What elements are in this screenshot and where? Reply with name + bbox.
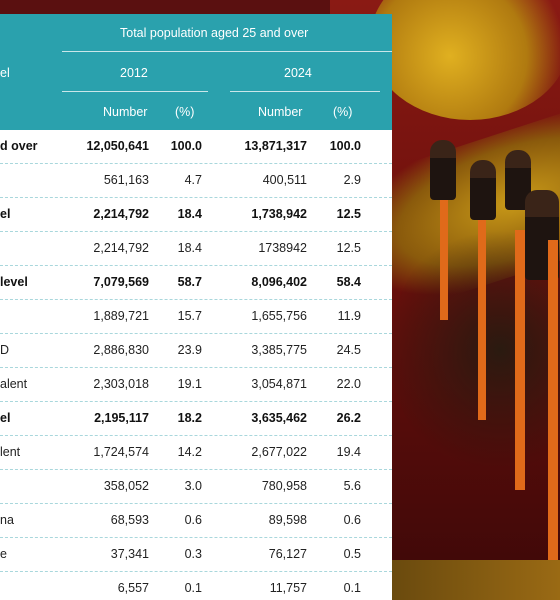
col-number-2012: Number xyxy=(103,105,148,119)
number-2024: 89,598 xyxy=(268,513,307,527)
table-row: 6,557 0.1 11,757 0.1 xyxy=(0,572,392,600)
percent-2024: 0.1 xyxy=(343,581,361,595)
graduation-stole xyxy=(478,220,486,420)
row-label: lent xyxy=(0,445,21,459)
table-row: e 37,341 0.3 76,127 0.5 xyxy=(0,538,392,572)
number-2012: 1,889,721 xyxy=(93,309,149,323)
table-row: 358,052 3.0 780,958 5.6 xyxy=(0,470,392,504)
table-row: el 2,214,792 18.4 1,738,942 12.5 xyxy=(0,198,392,232)
number-2024: 2,677,022 xyxy=(251,445,307,459)
number-2024: 1,738,942 xyxy=(251,207,307,221)
number-2012: 2,195,117 xyxy=(94,411,149,425)
number-2012: 1,724,574 xyxy=(93,445,149,459)
number-2012: 7,079,569 xyxy=(93,275,149,289)
percent-2024: 2.9 xyxy=(343,173,361,187)
table-row: level 7,079,569 58.7 8,096,402 58.4 xyxy=(0,266,392,300)
row-label: el xyxy=(0,411,11,425)
percent-2024: 24.5 xyxy=(336,343,361,357)
number-2012: 2,303,018 xyxy=(93,377,149,391)
year-2024: 2024 xyxy=(284,66,312,80)
table-row: na 68,593 0.6 89,598 0.6 xyxy=(0,504,392,538)
table-row: lent 1,724,574 14.2 2,677,022 19.4 xyxy=(0,436,392,470)
table-row: 1,889,721 15.7 1,655,756 11.9 xyxy=(0,300,392,334)
number-2012: 2,886,830 xyxy=(93,343,149,357)
number-2012: 2,214,792 xyxy=(93,207,149,221)
table-row: d over 12,050,641 100.0 13,871,317 100.0 xyxy=(0,130,392,164)
number-2024: 780,958 xyxy=(261,479,307,493)
percent-2024: 0.5 xyxy=(343,547,361,561)
percent-2012: 18.4 xyxy=(177,241,202,255)
table-row: alent 2,303,018 19.1 3,054,871 22.0 xyxy=(0,368,392,402)
table-header: Total population aged 25 and over el 201… xyxy=(0,14,392,130)
percent-2012: 0.3 xyxy=(184,547,202,561)
col-number-2024: Number xyxy=(258,105,303,119)
table-row: 2,214,792 18.4 1738942 12.5 xyxy=(0,232,392,266)
row-label: alent xyxy=(0,377,28,391)
graduation-stole xyxy=(440,200,448,320)
number-2012: 68,593 xyxy=(110,513,149,527)
number-2024: 1738942 xyxy=(258,241,307,255)
number-2024: 3,635,462 xyxy=(251,411,307,425)
percent-2012: 58.7 xyxy=(177,275,202,289)
group-title: Total population aged 25 and over xyxy=(120,26,309,40)
percent-2024: 22.0 xyxy=(336,377,361,391)
percent-2024: 12.5 xyxy=(336,207,361,221)
percent-2012: 23.9 xyxy=(177,343,202,357)
row-label: d over xyxy=(0,139,38,153)
number-2012: 2,214,792 xyxy=(93,241,149,255)
education-table: Total population aged 25 and over el 201… xyxy=(0,14,392,600)
header-rule xyxy=(230,91,380,92)
percent-2024: 0.6 xyxy=(343,513,361,527)
number-2024: 8,096,402 xyxy=(251,275,307,289)
graduate-figure xyxy=(470,160,496,220)
number-2024: 3,385,775 xyxy=(251,343,307,357)
number-2024: 76,127 xyxy=(268,547,307,561)
percent-2012: 4.7 xyxy=(184,173,202,187)
percent-2012: 100.0 xyxy=(170,139,202,153)
percent-2024: 5.6 xyxy=(343,479,361,493)
percent-2024: 11.9 xyxy=(337,309,361,323)
number-2012: 6,557 xyxy=(117,581,149,595)
percent-2012: 18.2 xyxy=(177,411,202,425)
number-2024: 13,871,317 xyxy=(244,139,307,153)
table-row: D 2,886,830 23.9 3,385,775 24.5 xyxy=(0,334,392,368)
row-label: na xyxy=(0,513,14,527)
percent-2012: 14.2 xyxy=(177,445,202,459)
percent-2012: 0.1 xyxy=(184,581,202,595)
year-2012: 2012 xyxy=(120,66,148,80)
percent-2012: 0.6 xyxy=(184,513,202,527)
table-row: el 2,195,117 18.2 3,635,462 26.2 xyxy=(0,402,392,436)
number-2024: 1,655,756 xyxy=(251,309,307,323)
graduate-figure xyxy=(430,140,456,200)
graduation-stole xyxy=(548,240,558,560)
percent-2024: 26.2 xyxy=(336,411,361,425)
percent-2012: 3.0 xyxy=(184,479,202,493)
percent-2024: 58.4 xyxy=(336,275,361,289)
percent-2012: 18.4 xyxy=(177,207,202,221)
col-percent-2024: (%) xyxy=(333,105,353,119)
row-label: level xyxy=(0,275,28,289)
number-2012: 561,163 xyxy=(103,173,149,187)
percent-2012: 19.1 xyxy=(177,377,202,391)
number-2012: 12,050,641 xyxy=(86,139,149,153)
header-rule xyxy=(62,51,392,52)
percent-2024: 12.5 xyxy=(336,241,361,255)
row-label: e xyxy=(0,547,7,561)
row-label: D xyxy=(0,343,10,357)
number-2012: 358,052 xyxy=(103,479,149,493)
header-left-label: el xyxy=(0,66,10,80)
number-2024: 3,054,871 xyxy=(251,377,307,391)
col-percent-2012: (%) xyxy=(175,105,195,119)
header-rule xyxy=(62,91,208,92)
table-row: 561,163 4.7 400,511 2.9 xyxy=(0,164,392,198)
table-body: d over 12,050,641 100.0 13,871,317 100.0 561,… xyxy=(0,130,392,600)
number-2024: 400,511 xyxy=(262,173,307,187)
percent-2024: 19.4 xyxy=(336,445,361,459)
row-label: el xyxy=(0,207,11,221)
percent-2012: 15.7 xyxy=(177,309,202,323)
percent-2024: 100.0 xyxy=(329,139,361,153)
number-2012: 37,341 xyxy=(110,547,149,561)
number-2024: 11,757 xyxy=(269,581,307,595)
graduation-stole xyxy=(515,230,525,490)
